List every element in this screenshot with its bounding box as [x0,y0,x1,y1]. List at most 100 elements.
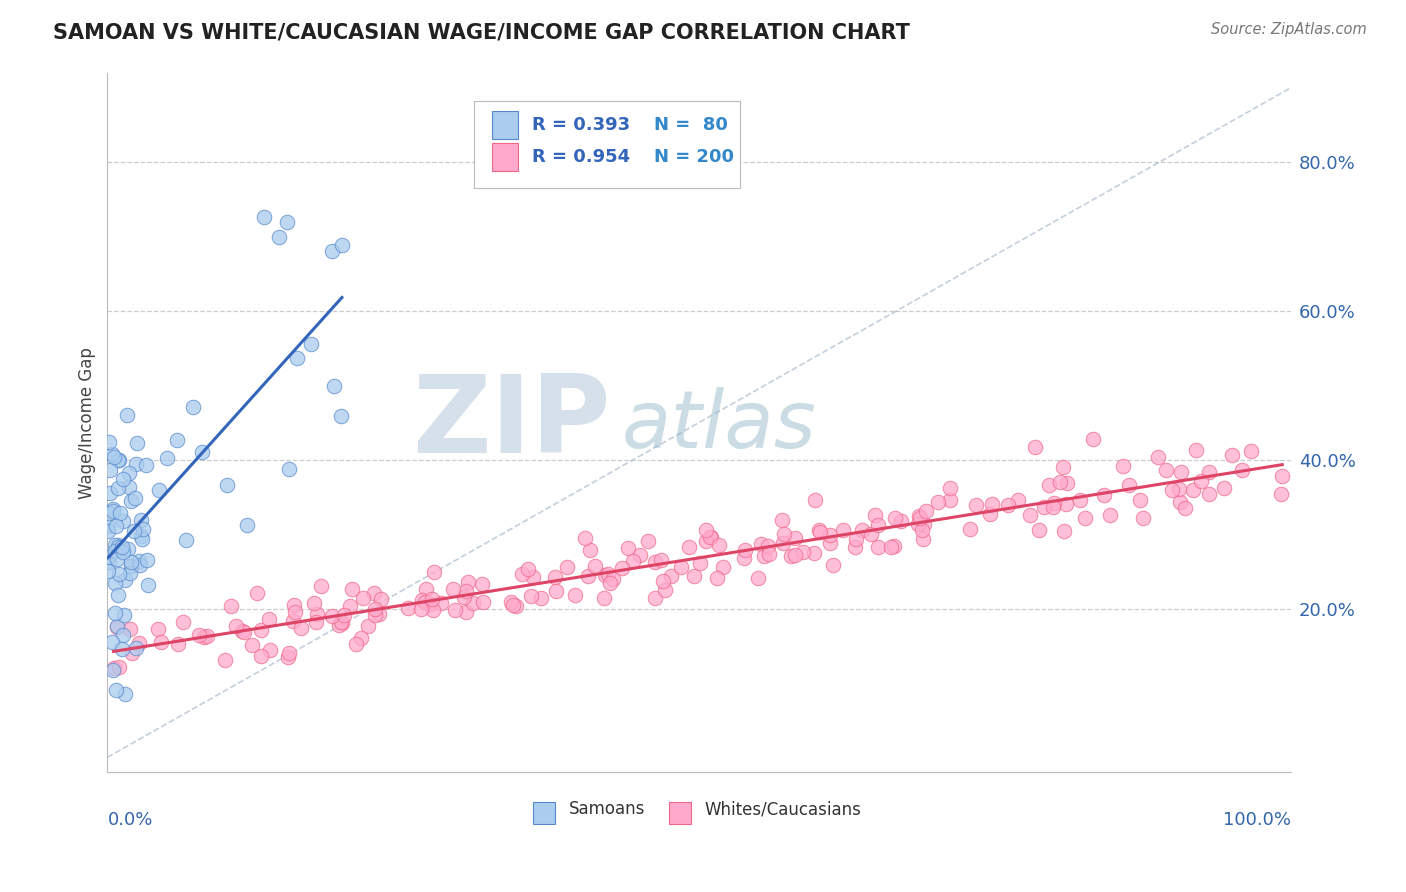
Point [471,595,494,609]
Point [890,514,912,528]
Point [112,607,135,622]
Point [101,447,124,461]
Point [845,532,868,546]
Point [783,549,806,563]
Point [135,458,157,473]
Point [602,572,624,586]
Point [120,566,142,580]
Point [232,624,254,639]
Point [1019,508,1042,523]
Point [1083,432,1105,446]
Point [910,511,932,525]
Point [866,540,889,554]
Point [915,504,938,518]
Point [107,453,129,467]
Point [965,498,987,512]
Point [747,571,769,585]
Point [454,583,477,598]
Point [339,599,361,614]
Point [1049,475,1071,489]
Point [423,566,446,580]
Point [689,557,711,571]
Point [125,457,148,471]
Point [1174,501,1197,516]
Point [1028,523,1050,537]
Point [129,558,152,572]
Point [564,588,586,602]
Point [706,571,728,585]
Point [290,622,312,636]
Point [114,687,136,701]
Point [122,524,145,539]
Point [1232,463,1254,477]
Point [711,560,734,574]
Point [124,491,146,505]
Point [683,569,706,583]
Point [453,591,475,605]
Point [579,543,602,558]
Point [758,547,780,561]
Point [118,467,141,481]
Point [821,558,844,573]
Point [1170,495,1192,509]
Point [172,615,194,630]
Point [420,591,443,606]
FancyBboxPatch shape [533,802,554,824]
Point [981,497,1004,511]
Point [939,493,962,508]
Point [779,549,801,564]
Point [1053,524,1076,538]
Point [430,596,453,610]
Point [135,552,157,566]
Point [443,603,465,617]
Point [363,585,385,599]
Point [98,486,121,500]
Point [1038,478,1060,492]
Point [132,522,155,536]
Point [599,576,621,591]
Point [321,244,343,259]
Point [283,599,305,613]
Point [136,578,159,592]
Point [1170,465,1192,479]
Point [111,514,134,528]
Point [121,646,143,660]
Point [97,506,120,520]
Point [1213,481,1236,495]
Point [120,622,142,636]
Point [103,450,125,464]
Point [104,606,127,620]
Point [108,659,131,673]
Point [669,560,692,574]
Point [321,609,343,624]
Point [644,591,666,606]
Point [505,599,527,613]
Point [253,210,276,224]
Point [756,539,779,553]
Point [1198,465,1220,479]
Point [419,597,441,611]
Point [804,493,827,508]
Text: N = 200: N = 200 [654,148,734,166]
Point [832,524,855,538]
Point [101,502,124,516]
Point [309,578,332,592]
Point [278,462,301,476]
Point [441,582,464,596]
Point [1161,483,1184,497]
Point [104,575,127,590]
Point [97,564,120,578]
Point [97,519,120,533]
Point [120,558,142,573]
Point [595,568,617,582]
Point [111,540,134,554]
Point [803,546,825,560]
Point [104,538,127,552]
Point [107,541,129,555]
Point [1042,500,1064,515]
FancyBboxPatch shape [669,802,690,824]
Point [328,618,350,632]
Point [191,445,214,459]
Point [105,683,128,698]
Point [364,602,387,616]
